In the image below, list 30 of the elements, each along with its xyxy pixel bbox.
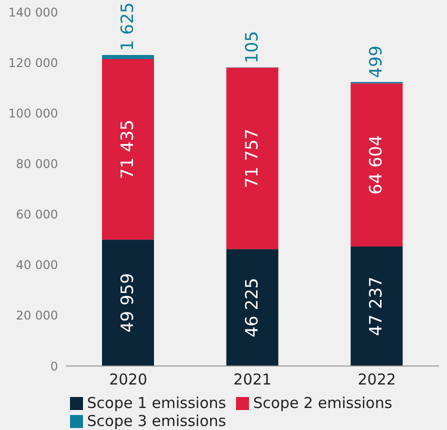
y-tick-label: 60 000	[16, 208, 58, 222]
data-label: 1 625	[118, 2, 138, 51]
bar	[350, 83, 403, 247]
y-tick-label: 140 000	[8, 5, 58, 20]
x-tick-label: 2021	[233, 370, 272, 389]
bar	[226, 249, 278, 366]
legend-label: Scope 1 emissions	[87, 394, 226, 412]
bar	[350, 246, 403, 366]
data-label: 46 225	[242, 278, 262, 338]
data-label: 47 237	[366, 276, 387, 336]
bar	[102, 240, 154, 366]
data-label: 64 604	[366, 135, 387, 195]
data-label: 49 959	[118, 273, 138, 333]
x-tick-label: 2022	[358, 370, 396, 389]
y-tick-label: 20 000	[16, 308, 58, 323]
y-tick-label: 40 000	[16, 258, 58, 272]
x-tick-label: 2020	[109, 370, 148, 389]
data-label: 499	[366, 45, 387, 78]
bar	[102, 54, 154, 60]
y-tick-label: 120 000	[8, 56, 58, 70]
bar	[102, 59, 154, 240]
legend-label: Scope 2 emissions	[253, 394, 392, 412]
y-tick-label: 80 000	[16, 156, 58, 171]
legend-label: Scope 3 emissions	[87, 412, 226, 430]
y-tick-label: 0	[50, 359, 58, 374]
y-tick-label: 100 000	[8, 106, 58, 120]
data-label: 71 435	[118, 120, 138, 180]
data-label: 105	[242, 30, 262, 64]
bar	[226, 68, 278, 250]
data-label: 71 757	[242, 128, 262, 188]
